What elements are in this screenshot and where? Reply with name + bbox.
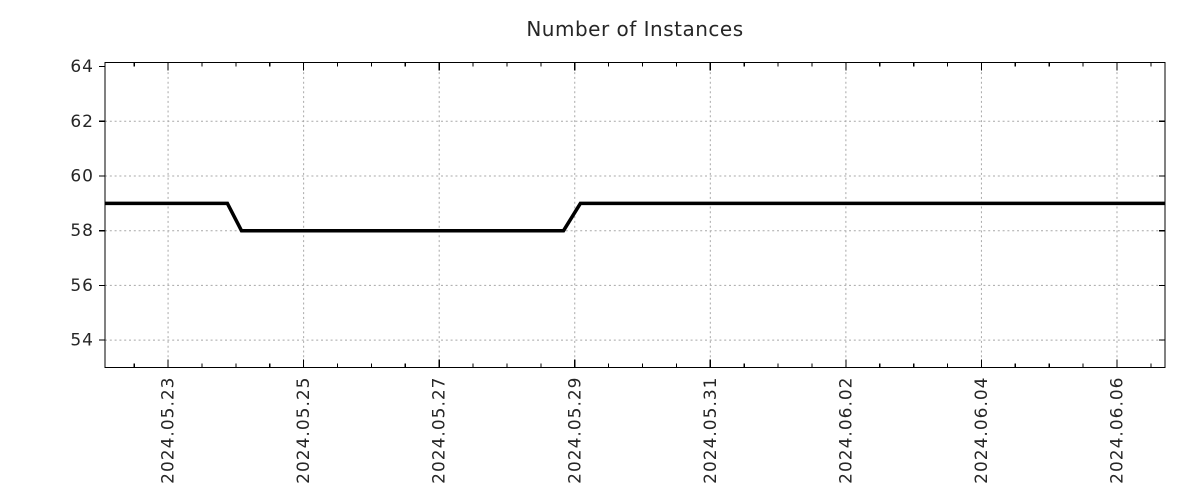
y-tick-label: 62 <box>70 112 94 132</box>
y-tick-label: 64 <box>70 57 94 77</box>
data-line-instances <box>105 201 1165 233</box>
chart-title: Number of Instances <box>526 17 744 41</box>
x-tick-label: 2024.06.06 <box>1107 377 1127 484</box>
x-tick-label: 2024.06.04 <box>972 377 992 484</box>
x-tick-label: 2024.06.02 <box>836 377 856 484</box>
y-tick-label: 54 <box>70 331 94 351</box>
x-tick-label: 2024.05.25 <box>294 377 314 484</box>
x-tick-label: 2024.05.29 <box>565 377 585 484</box>
plot-border <box>104 61 1166 369</box>
y-tick-label: 60 <box>70 167 94 187</box>
x-tick-label: 2024.05.27 <box>430 377 450 484</box>
x-tick-label: 2024.05.31 <box>701 377 721 484</box>
y-tick-label: 58 <box>70 221 94 241</box>
x-tick-label: 2024.05.23 <box>159 377 179 484</box>
y-tick-label: 56 <box>70 276 94 296</box>
